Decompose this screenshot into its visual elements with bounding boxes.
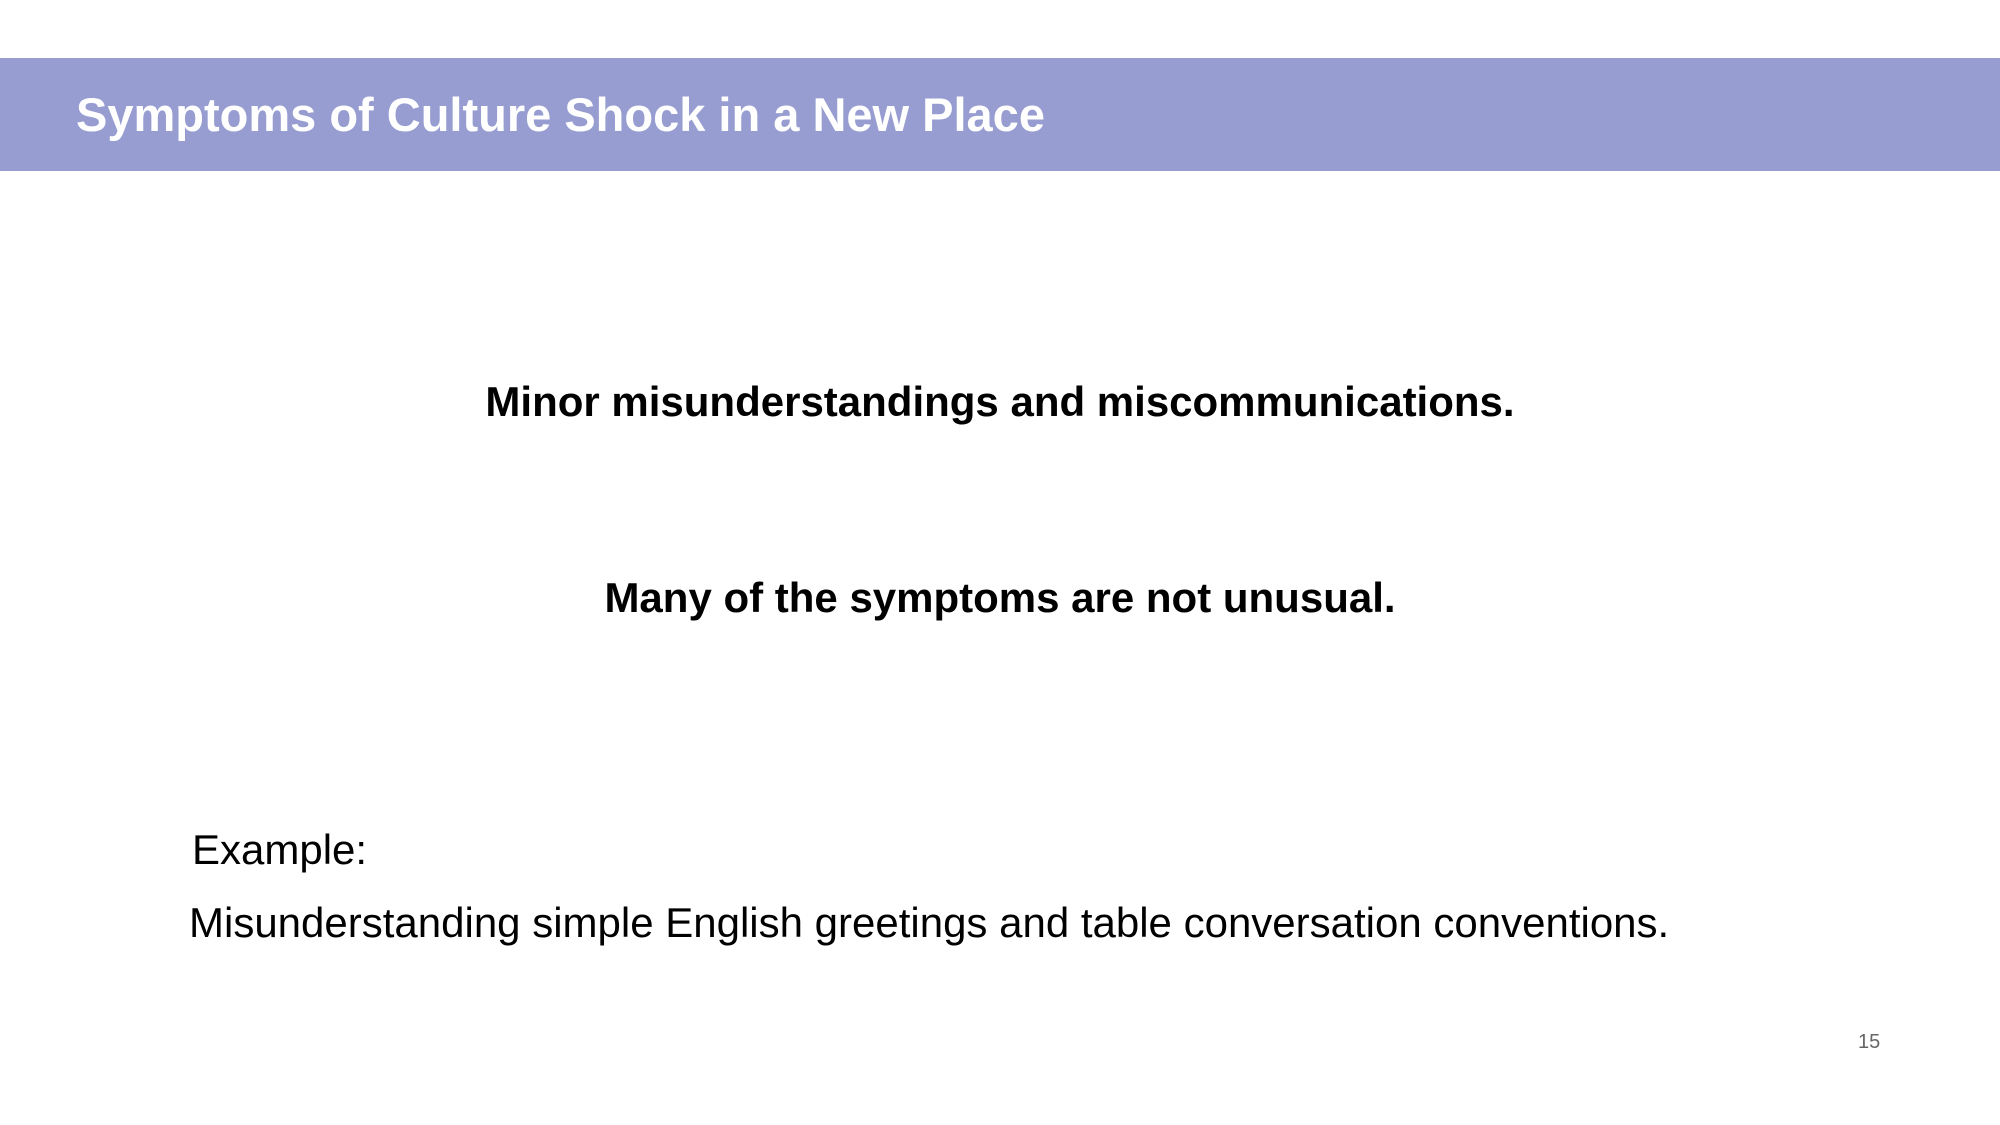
example-text: Misunderstanding simple English greeting…	[189, 899, 1670, 946]
statement-symptoms-not-unusual: Many of the symptoms are not unusual.	[604, 574, 1396, 621]
page-number: 15	[1858, 1031, 1881, 1053]
title-banner: Symptoms of Culture Shock in a New Place	[0, 58, 2000, 171]
statement-misunderstandings: Minor misunderstandings and miscommunica…	[485, 378, 1515, 425]
slide-title: Symptoms of Culture Shock in a New Place	[76, 88, 1045, 141]
example-label: Example:	[192, 826, 368, 873]
